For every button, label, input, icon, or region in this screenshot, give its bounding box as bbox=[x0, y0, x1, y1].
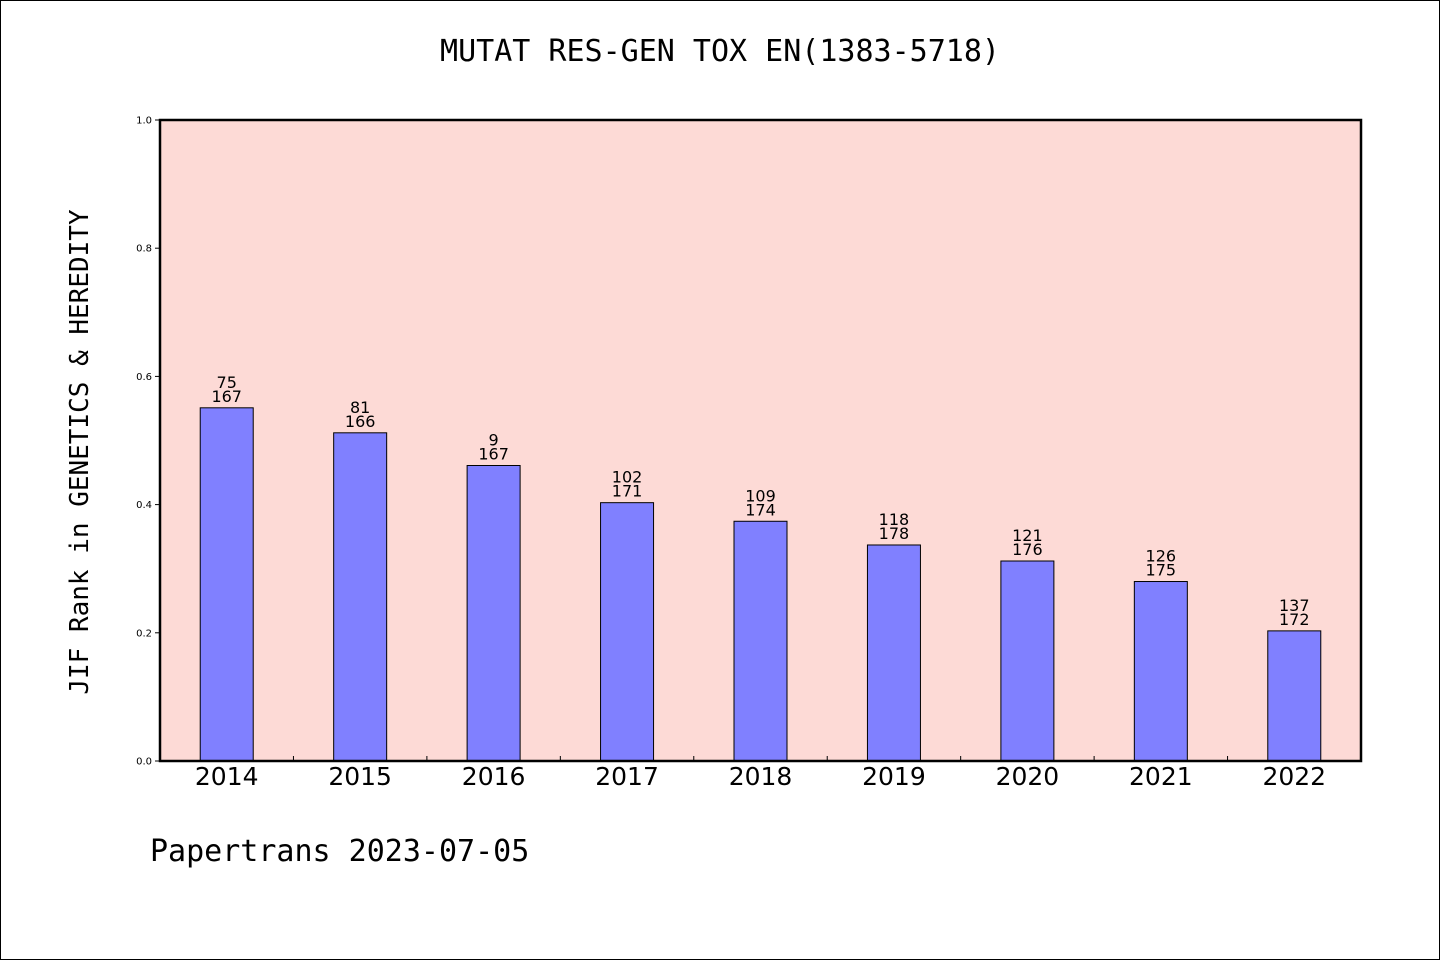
bar bbox=[1133, 581, 1188, 762]
x-tick-label: 2015 bbox=[328, 762, 392, 791]
bar bbox=[866, 544, 921, 762]
x-tick-label: 2016 bbox=[462, 762, 526, 791]
bar bbox=[333, 432, 388, 762]
bar bbox=[1000, 560, 1055, 762]
bar bbox=[733, 520, 788, 762]
bar-rank-label: 137 bbox=[1279, 596, 1310, 615]
bar-rank-label: 121 bbox=[1012, 526, 1043, 545]
bar-total-label: 171 bbox=[612, 482, 643, 501]
y-tick-label: 0.2 bbox=[136, 628, 152, 639]
bar-total-label: 167 bbox=[478, 444, 509, 463]
bar bbox=[466, 464, 521, 762]
bar-rank-label: 126 bbox=[1146, 547, 1177, 566]
x-tick-label: 2017 bbox=[595, 762, 659, 791]
footer-credit: Papertrans 2023-07-05 bbox=[150, 834, 530, 869]
x-tick-label: 2018 bbox=[729, 762, 793, 791]
y-tick-label: 0.0 bbox=[136, 757, 152, 768]
x-tick-label: 2019 bbox=[862, 762, 926, 791]
y-tick-label: 0.8 bbox=[136, 244, 152, 255]
y-tick-label: 0.6 bbox=[136, 372, 152, 383]
chart-title: MUTAT RES-GEN TOX EN(1383-5718) bbox=[440, 34, 1000, 69]
bar bbox=[1267, 630, 1322, 762]
bar-total-label: 172 bbox=[1279, 610, 1310, 629]
bar-rank-label: 118 bbox=[879, 510, 910, 529]
bar-rank-label: 109 bbox=[745, 486, 776, 505]
bar-rank-label: 75 bbox=[217, 373, 237, 392]
bar-total-label: 174 bbox=[745, 500, 776, 519]
bar-total-label: 175 bbox=[1146, 561, 1177, 580]
bar-rank-label: 9 bbox=[489, 430, 499, 449]
bar bbox=[600, 502, 655, 762]
x-tick-label: 2014 bbox=[195, 762, 259, 791]
bar-total-label: 176 bbox=[1012, 540, 1043, 559]
plot-border bbox=[158, 118, 1363, 763]
x-tick-label: 2022 bbox=[1262, 762, 1326, 791]
bar-rank-label: 102 bbox=[612, 468, 643, 487]
bar-total-label: 178 bbox=[879, 524, 910, 543]
bar bbox=[199, 407, 254, 762]
bar-total-label: 166 bbox=[345, 412, 376, 431]
x-tick-label: 2020 bbox=[996, 762, 1060, 791]
y-tick-label: 0.4 bbox=[136, 500, 152, 511]
bar-total-label: 167 bbox=[211, 387, 242, 406]
x-tick-label: 2021 bbox=[1129, 762, 1193, 791]
y-tick-label: 1.0 bbox=[136, 116, 152, 127]
bar-rank-label: 81 bbox=[350, 398, 370, 417]
